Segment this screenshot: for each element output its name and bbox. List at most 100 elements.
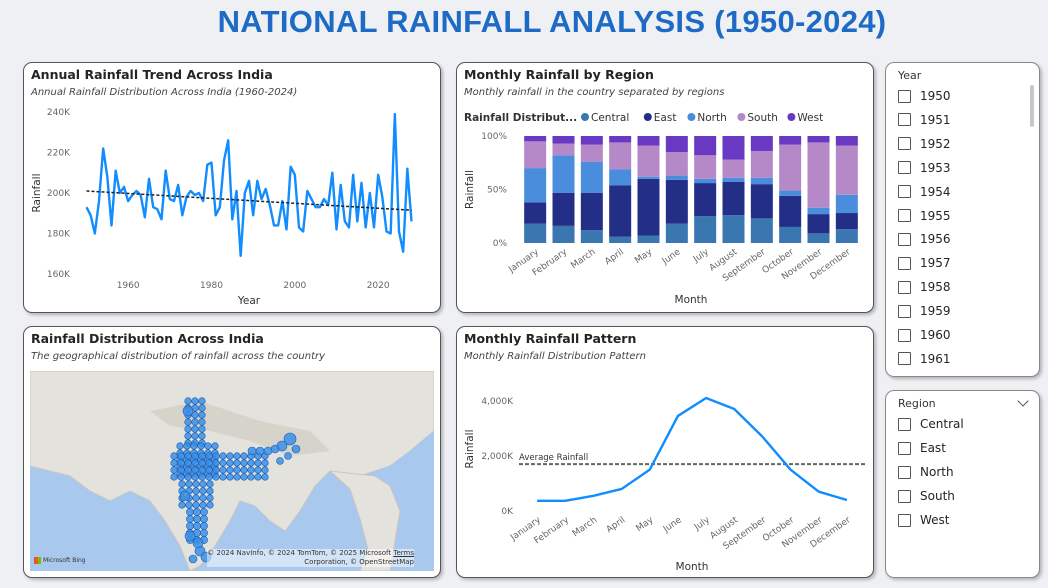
year-option-1959[interactable]: 1959 xyxy=(898,302,951,320)
chevron-down-icon[interactable] xyxy=(1017,395,1029,407)
year-slicer-scrollbar[interactable] xyxy=(1030,85,1034,127)
map-canvas[interactable]: Microsoft Bing © 2024 NavInfo, © 2024 To… xyxy=(30,371,434,571)
region-slicer[interactable]: Region Central East North South West xyxy=(885,390,1040,578)
checkbox[interactable] xyxy=(898,441,911,455)
rainfall-bubble xyxy=(177,452,185,460)
checkbox[interactable] xyxy=(898,209,911,222)
year-option-1960[interactable]: 1960 xyxy=(898,326,951,344)
region-title: Monthly Rainfall by Region xyxy=(464,67,654,82)
rainfall-bubble xyxy=(198,452,206,460)
map-card[interactable]: Rainfall Distribution Across India The g… xyxy=(23,326,441,578)
x-tick-label: April xyxy=(605,515,628,535)
checkbox[interactable] xyxy=(898,185,911,199)
map-title: Rainfall Distribution Across India xyxy=(31,331,264,346)
year-option-1958[interactable]: 1958 xyxy=(898,278,951,296)
region-option-west[interactable]: West xyxy=(898,511,950,529)
rainfall-bubble xyxy=(233,473,241,481)
x-tick-label: 2020 xyxy=(367,281,390,291)
x-tick-label: 1960 xyxy=(117,281,140,291)
year-option-1957[interactable]: 1957 xyxy=(898,254,951,272)
region-chart[interactable]: Rainfall Distribut... Central East North Sou… xyxy=(457,63,873,312)
x-tick-label: July xyxy=(691,247,711,265)
checkbox[interactable] xyxy=(898,232,911,246)
slicer-item-label: 1950 xyxy=(920,89,951,103)
year-option-1954[interactable]: 1954 xyxy=(898,183,951,201)
x-tick-label: March xyxy=(569,247,597,271)
rainfall-bubble xyxy=(291,444,301,454)
bar-segment xyxy=(524,223,547,243)
year-slicer-title: Year xyxy=(898,69,922,82)
terms-link[interactable]: Terms xyxy=(393,549,414,557)
x-tick-label: 1980 xyxy=(200,281,223,291)
rainfall-bubble xyxy=(205,466,213,474)
rainfall-bubble xyxy=(184,432,192,440)
rainfall-bubble xyxy=(184,530,196,542)
rainfall-bubble xyxy=(219,459,227,467)
bar-segment xyxy=(580,144,603,162)
page-title: NATIONAL RAINFALL ANALYSIS (1950-2024) xyxy=(217,4,887,39)
legend-marker xyxy=(643,113,652,121)
region-card[interactable]: Monthly Rainfall by Region Monthly rainf… xyxy=(456,62,874,313)
pattern-chart[interactable]: 0K 2,000K 4,000K Rainfall Month Average Rainf… xyxy=(457,327,873,577)
checkbox[interactable] xyxy=(898,304,911,318)
year-option-1955[interactable]: 1955 xyxy=(898,207,951,225)
slicer-item-label: 1952 xyxy=(920,136,951,151)
checkbox[interactable] xyxy=(898,113,911,127)
region-option-south[interactable]: South xyxy=(898,487,955,505)
bar-segment xyxy=(722,136,745,160)
checkbox[interactable] xyxy=(898,417,911,431)
rainfall-bubble xyxy=(193,522,201,530)
checkbox[interactable] xyxy=(898,256,911,270)
year-option-1961[interactable]: 1961 xyxy=(898,350,951,368)
checkbox[interactable] xyxy=(898,280,911,294)
checkbox[interactable] xyxy=(898,137,911,151)
legend-marker xyxy=(581,113,589,121)
rainfall-bubble xyxy=(226,466,234,474)
x-tick-label: June xyxy=(661,515,684,535)
rainfall-bubble xyxy=(176,442,184,450)
rainfall-bubble xyxy=(179,490,191,502)
bar-segment xyxy=(694,178,717,184)
year-option-1953[interactable]: 1953 xyxy=(898,159,951,177)
slicer-item-label: 1957 xyxy=(920,256,951,271)
y-tick-label: 2,000K xyxy=(481,452,514,462)
checkbox[interactable] xyxy=(898,328,911,342)
checkbox[interactable] xyxy=(898,89,911,103)
year-option-1951[interactable]: 1951 xyxy=(898,111,951,129)
bar-segment xyxy=(665,136,688,153)
annual-trend-card[interactable]: Annual Rainfall Trend Across India Annua… xyxy=(23,62,441,313)
year-option-1952[interactable]: 1952 xyxy=(898,135,951,153)
year-option-1950[interactable]: 1950 xyxy=(898,87,951,105)
legend-marker xyxy=(687,113,696,121)
checkbox[interactable] xyxy=(898,489,911,503)
pattern-card[interactable]: Monthly Rainfall Pattern Monthly Rainfal… xyxy=(456,326,874,578)
rainfall-bubble xyxy=(198,411,206,419)
region-option-north[interactable]: North xyxy=(898,463,954,481)
checkbox[interactable] xyxy=(898,513,911,527)
bar-segment xyxy=(835,213,858,230)
rainfall-bubble xyxy=(198,459,206,467)
rainfall-bubble xyxy=(247,446,257,456)
rainfall-bubble xyxy=(191,466,199,474)
rainfall-bubble xyxy=(191,418,199,426)
year-slicer[interactable]: Year 1950 1951 1952 1953 1954 1955 1956 1957 195… xyxy=(885,62,1040,377)
checkbox[interactable] xyxy=(898,161,911,175)
rainfall-bubble xyxy=(206,487,214,495)
bar-segment xyxy=(552,192,575,226)
bar-segment xyxy=(779,136,802,145)
bar-segment xyxy=(722,182,745,216)
checkbox[interactable] xyxy=(898,352,911,366)
rainfall-bubble xyxy=(191,425,199,433)
rainfall-bubble xyxy=(183,442,191,450)
rainfall-bubble xyxy=(283,432,297,446)
year-option-1956[interactable]: 1956 xyxy=(898,230,951,248)
bar-segment xyxy=(665,175,688,180)
bar-segment xyxy=(694,136,717,156)
region-option-central[interactable]: Central xyxy=(898,415,964,433)
rainfall-bubble xyxy=(177,473,185,481)
annual-trend-chart[interactable]: 160K 180K 200K 220K 240K 1960 1980 2000 2020 Year… xyxy=(24,63,440,312)
checkbox[interactable] xyxy=(898,465,911,479)
rainfall-bubble xyxy=(211,442,219,450)
region-option-east[interactable]: East xyxy=(898,439,946,457)
bar-segment xyxy=(524,136,547,142)
